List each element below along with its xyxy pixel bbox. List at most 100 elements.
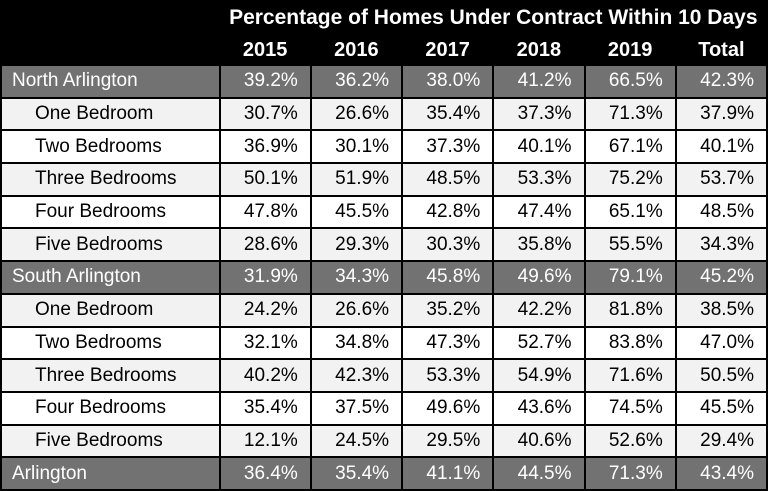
cell-value: 26.6%	[309, 96, 404, 132]
table-row: Three Bedrooms 50.1% 51.9% 48.5% 53.3% 7…	[0, 162, 768, 197]
cell-value: 36.2%	[309, 64, 404, 99]
table-row: Five Bedrooms 12.1% 24.5% 29.5% 40.6% 52…	[0, 423, 768, 459]
column-header-2019: 2019	[583, 34, 677, 66]
cell-value: 24.5%	[309, 423, 404, 459]
cell-value: 35.4%	[218, 390, 312, 426]
table-row: One Bedroom 24.2% 26.6% 35.2% 42.2% 81.8…	[0, 292, 768, 328]
cell-value: 24.2%	[218, 292, 312, 328]
row-label: Two Bedrooms	[0, 325, 221, 361]
cell-value: 42.8%	[401, 194, 495, 230]
corner-cell	[0, 34, 221, 66]
cell-value: 40.6%	[492, 423, 586, 459]
cell-value: 39.2%	[218, 64, 312, 99]
cell-value: 34.3%	[309, 260, 404, 295]
table-row: Four Bedrooms 35.4% 37.5% 49.6% 43.6% 74…	[0, 390, 768, 426]
cell-value: 36.9%	[218, 129, 312, 165]
cell-value: 29.3%	[309, 227, 404, 263]
cell-value: 40.1%	[674, 129, 768, 165]
cell-value: 71.6%	[583, 358, 677, 393]
cell-value: 12.1%	[218, 423, 312, 459]
table-row: Percentage of Homes Under Contract Withi…	[0, 0, 768, 36]
cell-value: 47.4%	[492, 194, 586, 230]
column-header-2015: 2015	[218, 34, 312, 66]
cell-value: 42.3%	[309, 358, 404, 393]
corner-cell	[0, 0, 221, 36]
cell-value: 43.6%	[492, 390, 586, 426]
cell-value: 53.3%	[401, 358, 495, 393]
cell-value: 52.6%	[583, 423, 677, 459]
cell-value: 55.5%	[583, 227, 677, 263]
cell-value: 32.1%	[218, 325, 312, 361]
column-header-total: Total	[674, 34, 768, 66]
row-label: South Arlington	[0, 260, 221, 295]
cell-value: 47.8%	[218, 194, 312, 230]
cell-value: 51.9%	[309, 162, 404, 197]
cell-value: 45.5%	[674, 390, 768, 426]
row-label: One Bedroom	[0, 292, 221, 328]
cell-value: 38.5%	[674, 292, 768, 328]
cell-value: 66.5%	[583, 64, 677, 99]
row-label: Five Bedrooms	[0, 423, 221, 459]
cell-value: 53.7%	[674, 162, 768, 197]
table-row: Three Bedrooms 40.2% 42.3% 53.3% 54.9% 7…	[0, 358, 768, 393]
cell-value: 47.3%	[401, 325, 495, 361]
cell-value: 40.1%	[492, 129, 586, 165]
row-label: Two Bedrooms	[0, 129, 221, 165]
cell-value: 28.6%	[218, 227, 312, 263]
cell-value: 42.2%	[492, 292, 586, 328]
cell-value: 67.1%	[583, 129, 677, 165]
cell-value: 49.6%	[401, 390, 495, 426]
cell-value: 53.3%	[492, 162, 586, 197]
cell-value: 34.8%	[309, 325, 404, 361]
cell-value: 50.5%	[674, 358, 768, 393]
cell-value: 71.3%	[583, 96, 677, 132]
cell-value: 52.7%	[492, 325, 586, 361]
cell-value: 35.2%	[401, 292, 495, 328]
cell-value: 30.3%	[401, 227, 495, 263]
cell-value: 79.1%	[583, 260, 677, 295]
cell-value: 30.7%	[218, 96, 312, 132]
row-label: Three Bedrooms	[0, 162, 221, 197]
cell-value: 48.5%	[674, 194, 768, 230]
cell-value: 48.5%	[401, 162, 495, 197]
cell-value: 30.1%	[309, 129, 404, 165]
table-row-south-arlington: South Arlington 31.9% 34.3% 45.8% 49.6% …	[0, 260, 768, 295]
cell-value: 71.3%	[583, 456, 677, 491]
cell-value: 26.6%	[309, 292, 404, 328]
cell-value: 81.8%	[583, 292, 677, 328]
column-header-2018: 2018	[492, 34, 586, 66]
cell-value: 41.2%	[492, 64, 586, 99]
cell-value: 29.4%	[674, 423, 768, 459]
cell-value: 45.8%	[401, 260, 495, 295]
table-row-north-arlington: North Arlington 39.2% 36.2% 38.0% 41.2% …	[0, 64, 768, 99]
cell-value: 74.5%	[583, 390, 677, 426]
cell-value: 83.8%	[583, 325, 677, 361]
row-label: Four Bedrooms	[0, 194, 221, 230]
cell-value: 38.0%	[401, 64, 495, 99]
cell-value: 45.2%	[674, 260, 768, 295]
cell-value: 29.5%	[401, 423, 495, 459]
cell-value: 37.9%	[674, 96, 768, 132]
cell-value: 36.4%	[218, 456, 312, 491]
row-label: Three Bedrooms	[0, 358, 221, 393]
table-row: Two Bedrooms 32.1% 34.8% 47.3% 52.7% 83.…	[0, 325, 768, 361]
row-label: One Bedroom	[0, 96, 221, 132]
cell-value: 35.4%	[309, 456, 404, 491]
cell-value: 42.3%	[674, 64, 768, 99]
cell-value: 31.9%	[218, 260, 312, 295]
cell-value: 54.9%	[492, 358, 586, 393]
cell-value: 45.5%	[309, 194, 404, 230]
table-row: One Bedroom 30.7% 26.6% 35.4% 37.3% 71.3…	[0, 96, 768, 132]
row-label: Arlington	[0, 456, 221, 491]
cell-value: 43.4%	[674, 456, 768, 491]
table-row: Two Bedrooms 36.9% 30.1% 37.3% 40.1% 67.…	[0, 129, 768, 165]
cell-value: 35.4%	[401, 96, 495, 132]
cell-value: 40.2%	[218, 358, 312, 393]
cell-value: 44.5%	[492, 456, 586, 491]
table-row-arlington: Arlington 36.4% 35.4% 41.1% 44.5% 71.3% …	[0, 456, 768, 491]
cell-value: 65.1%	[583, 194, 677, 230]
cell-value: 50.1%	[218, 162, 312, 197]
column-header-2016: 2016	[309, 34, 404, 66]
